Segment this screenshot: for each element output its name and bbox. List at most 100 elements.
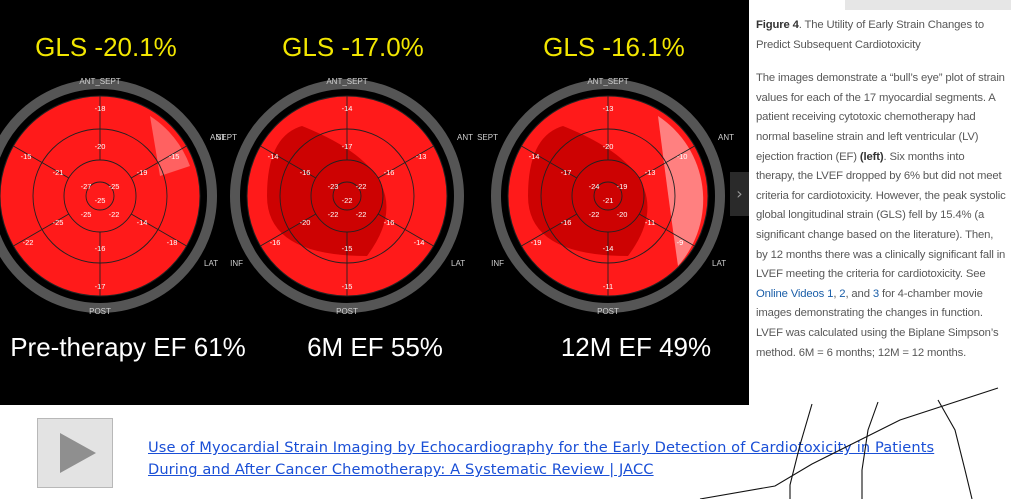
figure-caption: Figure 4. The Utility of Early Strain Ch… bbox=[756, 16, 1006, 363]
segment-name-inf: INF bbox=[491, 259, 504, 268]
strain-value: -23 bbox=[328, 182, 339, 191]
outer-ring bbox=[230, 79, 464, 313]
strain-value: -25 bbox=[81, 210, 92, 219]
online-videos-link[interactable]: Online Videos 1 bbox=[756, 287, 834, 300]
caption-and: and bbox=[848, 287, 873, 300]
strain-value: -18 bbox=[95, 104, 106, 113]
strain-value: -21 bbox=[53, 168, 64, 177]
segment-ring-2 bbox=[593, 181, 623, 211]
segment-name-ant: ANT bbox=[457, 133, 473, 142]
segment-name-lat: LAT bbox=[712, 259, 726, 268]
strain-value: -17 bbox=[342, 142, 353, 151]
strain-value: -14 bbox=[603, 244, 614, 253]
segment-name-ant_sept: ANT_SEPT bbox=[79, 77, 120, 86]
caption-body-text-1: The images demonstrate a “bull’s eye” pl… bbox=[756, 72, 1005, 163]
strain-value: -22 bbox=[328, 210, 339, 219]
segment-divider bbox=[377, 145, 434, 179]
segment-name-ant_sept: ANT_SEPT bbox=[326, 77, 367, 86]
outer-ring bbox=[491, 79, 725, 313]
strain-value: -14 bbox=[414, 238, 425, 247]
strain-value: -18 bbox=[167, 238, 178, 247]
caption-sep-1: , bbox=[833, 287, 840, 300]
strain-value: -16 bbox=[384, 218, 395, 227]
segment-divider bbox=[521, 213, 578, 247]
segment-name-sept: SEPT bbox=[216, 133, 237, 142]
strain-value: -20 bbox=[603, 142, 614, 151]
strain-value: -20 bbox=[95, 142, 106, 151]
segment-divider bbox=[260, 213, 317, 247]
strain-value: -9 bbox=[677, 238, 684, 247]
strain-value: -16 bbox=[561, 218, 572, 227]
strain-value: -14 bbox=[342, 104, 353, 113]
strain-value: -10 bbox=[677, 152, 688, 161]
segment-name-lat: LAT bbox=[204, 259, 218, 268]
strain-value: -13 bbox=[645, 168, 656, 177]
strain-value: -16 bbox=[95, 244, 106, 253]
strain-value: -20 bbox=[300, 218, 311, 227]
strain-value: -14 bbox=[529, 152, 540, 161]
next-image-arrow[interactable]: › bbox=[730, 172, 749, 216]
segment-divider bbox=[638, 213, 695, 247]
strain-value: -15 bbox=[169, 152, 180, 161]
strain-value: -22 bbox=[109, 210, 120, 219]
strain-value: -11 bbox=[645, 218, 655, 227]
strain-value: -19 bbox=[617, 182, 628, 191]
segment-name-ant_sept: ANT_SEPT bbox=[587, 77, 628, 86]
caption-body-text-2: . Six months into therapy, the LVEF drop… bbox=[756, 150, 1006, 281]
caption-body: The images demonstrate a “bull’s eye” pl… bbox=[756, 69, 1006, 363]
bulls-eye-panel-2: ANT_SEPT ANT LAT POST INF SEPT -14 -13 -14 -15 -16… bbox=[216, 32, 473, 362]
strain-value: -16 bbox=[300, 168, 311, 177]
caption-bold-left: (left) bbox=[859, 150, 884, 163]
gls-value: GLS -20.1% bbox=[35, 32, 177, 62]
strain-value: -24 bbox=[589, 182, 600, 191]
strain-value: -17 bbox=[561, 168, 572, 177]
strain-value: -25 bbox=[109, 182, 120, 191]
strain-value: -27 bbox=[81, 182, 92, 191]
strain-value: -22 bbox=[23, 238, 34, 247]
segment-name-sept: SEPT bbox=[477, 133, 498, 142]
segment-divider bbox=[521, 145, 578, 179]
segment-divider bbox=[130, 213, 187, 247]
strain-value: -11 bbox=[603, 282, 613, 291]
video-3-link[interactable]: 3 bbox=[872, 287, 879, 300]
segment-name-inf: INF bbox=[230, 259, 243, 268]
ef-label: 6M EF 55% bbox=[307, 332, 443, 362]
segment-ring-2 bbox=[332, 181, 362, 211]
video-thumbnail[interactable] bbox=[37, 418, 113, 488]
top-tab bbox=[845, 0, 1011, 10]
impaired-strain-zone bbox=[658, 116, 704, 266]
play-icon bbox=[60, 433, 96, 473]
article-link[interactable]: Use of Myocardial Strain Imaging by Echo… bbox=[148, 439, 935, 478]
bulls-eye-figure: ANT_SEPT ANT LAT POST INF SEPT -18 -15 -18 -17 -22… bbox=[0, 0, 749, 405]
strain-value: -21 bbox=[603, 196, 614, 205]
segment-name-lat: LAT bbox=[451, 259, 465, 268]
segment-name-ant: ANT bbox=[210, 133, 226, 142]
segment-ring-2 bbox=[85, 181, 115, 211]
reduced-strain-zone bbox=[267, 126, 387, 256]
bulls-eye-panel-3: ANT_SEPTANTLATPOSTINFSEPT-13-10-9-11-19-… bbox=[477, 32, 734, 362]
strain-value: -13 bbox=[603, 104, 614, 113]
strain-value: -20 bbox=[617, 210, 628, 219]
ef-label: Pre-therapy EF 61% bbox=[10, 332, 246, 362]
strain-value: -14 bbox=[268, 152, 279, 161]
segment-name-post: POST bbox=[336, 307, 358, 316]
ef-label: 12M EF 49% bbox=[561, 332, 711, 362]
segment-name-post: POST bbox=[89, 307, 111, 316]
strain-value: -25 bbox=[53, 218, 64, 227]
strain-value: -14 bbox=[137, 218, 148, 227]
gls-value: GLS -16.1% bbox=[543, 32, 685, 62]
segment-divider bbox=[13, 145, 70, 179]
figure-title: . The Utility of Early Strain Changes to… bbox=[756, 19, 985, 51]
outer-ring bbox=[0, 79, 217, 313]
segment-divider bbox=[377, 213, 434, 247]
strain-value: -22 bbox=[356, 210, 367, 219]
caption-body-text-3: for 4-chamber movie images demonstrating… bbox=[756, 287, 999, 359]
strain-value: -19 bbox=[531, 238, 542, 247]
segment-divider bbox=[130, 145, 187, 179]
video-2-link[interactable]: 2 bbox=[839, 287, 846, 300]
caption-title: Figure 4. The Utility of Early Strain Ch… bbox=[756, 16, 1006, 55]
strain-value: -15 bbox=[342, 244, 353, 253]
strain-value: -25 bbox=[95, 196, 106, 205]
strain-value: -16 bbox=[270, 238, 281, 247]
strain-value: -16 bbox=[384, 168, 395, 177]
